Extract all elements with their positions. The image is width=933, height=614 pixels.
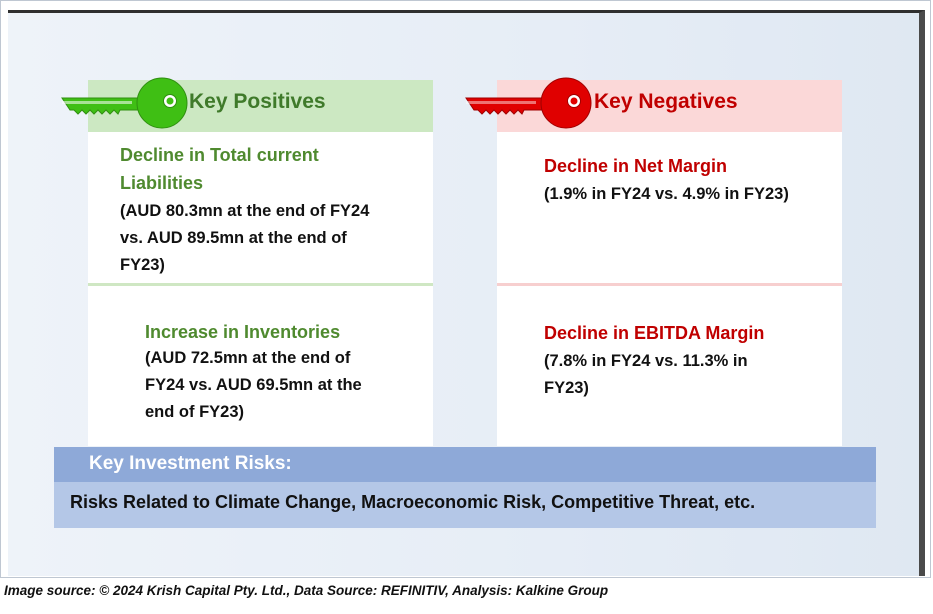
- positive-item-2-detail-line-3: end of FY23): [145, 403, 245, 421]
- positive-item-1-detail-line-3: FY23): [120, 256, 165, 274]
- image-source-caption: Image source: © 2024 Krish Capital Pty. …: [4, 583, 609, 598]
- negative-item-1-detail: (1.9% in FY24 vs. 4.9% in FY23): [544, 181, 789, 208]
- positive-item-2-detail: (AUD 72.5mn at the end of FY24 vs. AUD 6…: [145, 345, 362, 426]
- key-investment-risks-text: Risks Related to Climate Change, Macroec…: [70, 492, 756, 512]
- negative-item-2-detail-line-2: FY23): [544, 379, 589, 397]
- key-investment-risks-title: Key Investment Risks:: [89, 453, 292, 474]
- key-negatives-divider: [497, 283, 842, 286]
- key-investment-risks-header: Key Investment Risks:: [54, 447, 876, 482]
- positive-item-2-detail-line-2: FY24 vs. AUD 69.5mn at the: [145, 376, 362, 394]
- key-negatives-panel: [497, 80, 842, 446]
- red-key-icon: [465, 77, 592, 129]
- outer-frame: [0, 0, 931, 578]
- key-investment-risks-body: Risks Related to Climate Change, Macroec…: [54, 482, 876, 528]
- positive-item-1-title-line-1: Decline in Total current: [120, 145, 319, 165]
- negative-item-2-title: Decline in EBITDA Margin: [544, 323, 765, 343]
- positive-item-1-title: Decline in Total current Liabilities: [120, 141, 319, 197]
- negative-item-1-detail-line-1: (1.9% in FY24 vs. 4.9% in FY23): [544, 185, 789, 203]
- negative-item-1-title: Decline in Net Margin: [544, 156, 728, 176]
- positive-item-1-detail-line-1: (AUD 80.3mn at the end of FY24: [120, 202, 370, 220]
- green-key-icon: [61, 77, 188, 129]
- positive-item-2-detail-line-1: (AUD 72.5mn at the end of: [145, 349, 351, 367]
- negative-item-2-detail-line-1: (7.8% in FY24 vs. 11.3% in: [544, 352, 748, 370]
- positive-item-1-detail-line-2: vs. AUD 89.5mn at the end of: [120, 229, 347, 247]
- positive-item-2-title: Increase in Inventories: [145, 322, 341, 342]
- positive-item-1-title-line-2: Liabilities: [120, 173, 204, 193]
- key-negatives-title: Key Negatives: [594, 90, 738, 113]
- positive-item-1-detail: (AUD 80.3mn at the end of FY24 vs. AUD 8…: [120, 198, 369, 279]
- key-positives-divider: [88, 283, 433, 286]
- key-positives-title: Key Positives: [189, 90, 326, 113]
- negative-item-2-detail: (7.8% in FY24 vs. 11.3% in FY23): [544, 348, 748, 402]
- key-positives-panel: [88, 80, 433, 446]
